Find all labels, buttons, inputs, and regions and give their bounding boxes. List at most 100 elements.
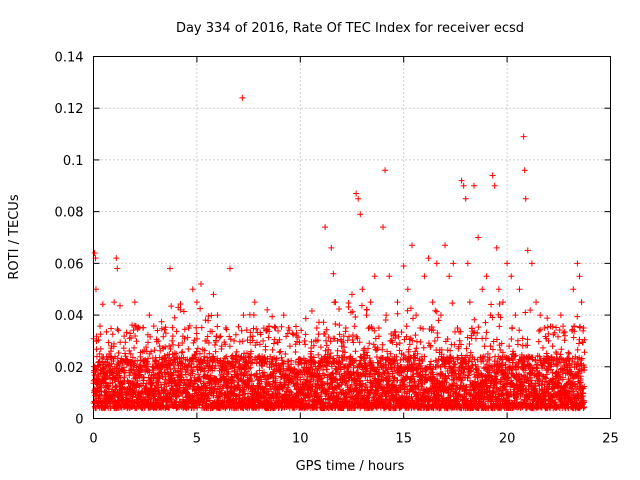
data-point [272, 373, 279, 380]
data-point [256, 341, 263, 348]
data-point [126, 347, 133, 354]
grid [93, 56, 611, 419]
data-point [327, 350, 334, 357]
data-point [157, 381, 164, 388]
data-point [345, 299, 352, 306]
data-point [277, 366, 284, 373]
data-point [103, 328, 110, 335]
data-point [317, 393, 324, 400]
data-point [97, 345, 104, 352]
data-point [508, 336, 515, 343]
data-point [204, 354, 211, 361]
data-point [317, 344, 324, 351]
data-point [336, 322, 343, 329]
y-tick-label: 0.08 [55, 206, 84, 221]
data-point [434, 334, 441, 341]
data-point [165, 404, 172, 411]
data-point [506, 343, 513, 350]
data-point [211, 342, 218, 349]
data-point [303, 377, 310, 384]
data-point [352, 314, 359, 321]
data-point [431, 338, 438, 345]
x-tick-label: 10 [292, 432, 309, 447]
data-point [173, 399, 180, 406]
data-point [120, 345, 127, 352]
data-point [205, 339, 212, 346]
data-point [279, 357, 286, 364]
data-point [298, 327, 305, 334]
data-point [403, 323, 410, 330]
data-point [121, 333, 128, 340]
data-point [236, 392, 243, 399]
data-point [212, 348, 219, 355]
data-point [162, 330, 169, 337]
data-point [276, 336, 283, 343]
data-point [238, 327, 245, 334]
data-point [463, 345, 470, 352]
data-point [544, 324, 551, 331]
x-tick-label: 0 [89, 432, 97, 447]
data-point [167, 345, 174, 352]
data-point [123, 329, 130, 336]
data-point [163, 383, 170, 390]
data-point [407, 305, 414, 312]
data-point [147, 333, 154, 340]
data-point [247, 359, 254, 366]
data-point [105, 339, 112, 346]
data-point [323, 366, 330, 373]
data-point [279, 370, 286, 377]
data-point [97, 331, 104, 338]
data-point [239, 338, 246, 345]
data-point [280, 361, 287, 368]
data-point [412, 332, 419, 339]
data-point [483, 329, 490, 336]
data-point [191, 337, 198, 344]
data-point [149, 363, 156, 370]
data-point [245, 390, 252, 397]
data-point [226, 333, 233, 340]
data-point [524, 342, 531, 349]
data-point [277, 348, 284, 355]
data-point [225, 368, 232, 375]
data-point [127, 330, 134, 337]
data-point [198, 324, 205, 331]
data-point [295, 395, 302, 402]
data-point [325, 346, 332, 353]
data-point [302, 341, 309, 348]
data-point [108, 325, 115, 332]
data-point [179, 339, 186, 346]
data-point [305, 392, 312, 399]
data-point [271, 336, 278, 343]
data-point [132, 333, 139, 340]
data-point [288, 357, 295, 364]
data-point [151, 347, 158, 354]
data-point [321, 381, 328, 388]
data-point [101, 376, 108, 383]
data-point [204, 360, 211, 367]
data-point [206, 397, 213, 404]
data-point [536, 328, 543, 335]
data-point [482, 335, 489, 342]
data-point [549, 369, 556, 376]
data-point [471, 316, 478, 323]
data-point [302, 315, 309, 322]
data-point [171, 314, 178, 321]
data-point [433, 308, 440, 315]
data-point [206, 350, 213, 357]
data-point [97, 384, 104, 391]
data-point [352, 348, 359, 355]
data-point [109, 331, 116, 338]
data-point [265, 334, 272, 341]
data-point [322, 389, 329, 396]
data-point [153, 357, 160, 364]
data-point [144, 360, 151, 367]
data-point [514, 341, 521, 348]
data-point [145, 355, 152, 362]
data-point [166, 404, 173, 411]
data-point [268, 386, 275, 393]
data-point [257, 331, 264, 338]
data-point [310, 359, 317, 366]
data-point [158, 325, 165, 332]
y-tick-label: 0.1 [63, 154, 84, 169]
